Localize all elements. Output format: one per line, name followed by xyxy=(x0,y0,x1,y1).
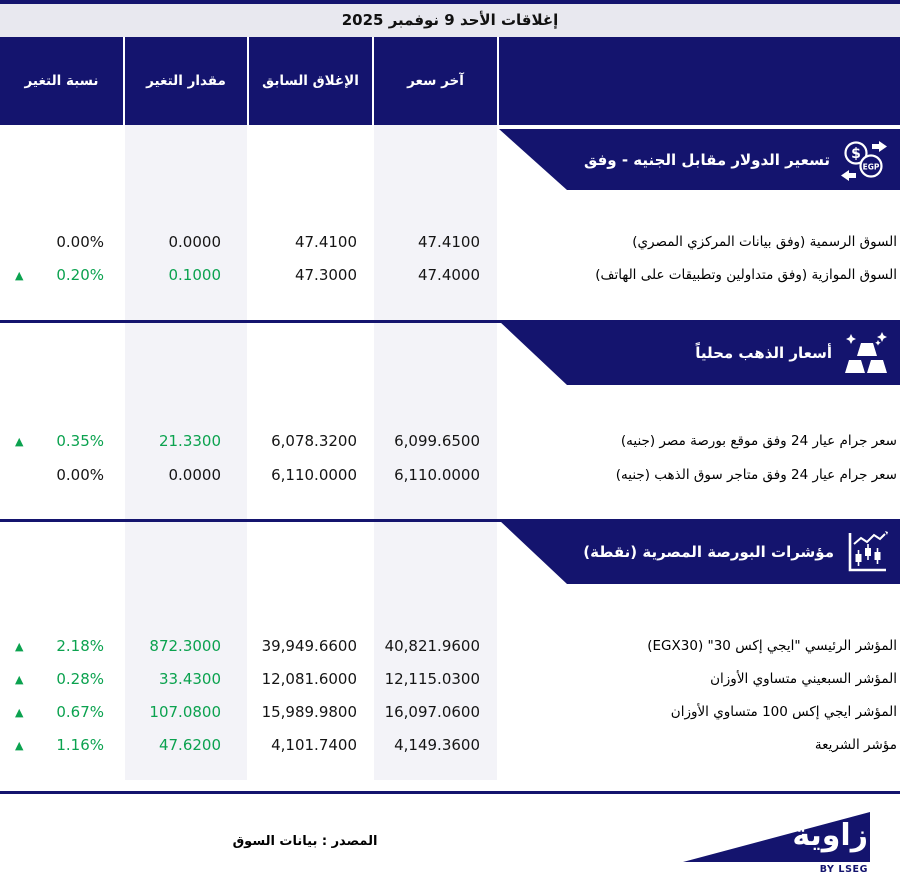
change-percent-cell: 2.18% xyxy=(56,637,104,655)
footer-divider xyxy=(0,791,900,794)
section-divider xyxy=(0,519,900,522)
last-price-cell: 6,099.6500 xyxy=(394,432,480,450)
change-percent-cell: 0.67% xyxy=(56,703,104,721)
change-percent-cell: 0.20% xyxy=(56,266,104,284)
section-banner-usd-egp: $ EGP تسعير الدولار مقابل الجنيه - وفق xyxy=(499,129,900,190)
previous-close-cell: 4,101.7400 xyxy=(271,736,357,754)
table-row-official-market: 0.00% 0.0000 47.4100 47.4100 السوق الرسم… xyxy=(0,226,900,259)
column-header-previous-close: الإغلاق السابق xyxy=(249,37,372,125)
top-border xyxy=(0,0,900,4)
section-banner-egx-indices: مؤشرات البورصة المصرية (نقطة) xyxy=(499,520,900,584)
last-price-column-shade xyxy=(374,125,497,780)
source-note: المصدر : بيانات السوق xyxy=(232,834,378,849)
previous-close-cell: 12,081.6000 xyxy=(261,670,357,688)
table-row-egx100: ▲ 0.67% 107.0800 15,989.9800 16,097.0600… xyxy=(0,696,900,729)
header-spacer-block xyxy=(499,37,900,125)
table-row-sharia-index: ▲ 1.16% 47.6200 4,101.7400 4,149.3600 مؤ… xyxy=(0,729,900,762)
table-row-egx70: ▲ 0.28% 33.4300 12,081.6000 12,115.0300 … xyxy=(0,663,900,696)
change-amount-cell: 0.0000 xyxy=(168,233,222,251)
previous-close-cell: 15,989.9800 xyxy=(261,703,357,721)
previous-close-cell: 47.4100 xyxy=(294,233,357,251)
zawya-logo: زاوية BY LSEG xyxy=(678,806,870,881)
svg-text:$: $ xyxy=(851,146,861,162)
last-price-cell: 47.4100 xyxy=(417,233,480,251)
change-amount-cell: 872.3000 xyxy=(149,637,221,655)
change-percent-cell: 0.28% xyxy=(56,670,104,688)
last-price-cell: 12,115.0300 xyxy=(384,670,480,688)
change-percent-cell: 0.35% xyxy=(56,432,104,450)
table-row-gold-merchants: 0.00% 0.0000 6,110.0000 6,110.0000 سعر ج… xyxy=(0,459,900,492)
svg-text:EGP: EGP xyxy=(863,162,880,171)
dollar-egp-exchange-icon: $ EGP xyxy=(840,139,888,181)
section-divider xyxy=(0,320,900,323)
row-label: مؤشر الشريعة xyxy=(814,737,897,753)
row-label: المؤشر الرئيسي "ايجي إكس 30" (EGX30) xyxy=(647,638,897,654)
last-price-cell: 16,097.0600 xyxy=(384,703,480,721)
change-amount-column-shade xyxy=(125,125,247,780)
change-amount-cell: 47.6200 xyxy=(158,736,221,754)
zawya-logo-text: زاوية xyxy=(792,818,868,853)
table-row-egx30: ▲ 2.18% 872.3000 39,949.6600 40,821.9600… xyxy=(0,630,900,663)
change-amount-cell: 0.1000 xyxy=(168,266,222,284)
up-arrow-icon: ▲ xyxy=(15,673,24,686)
last-price-cell: 40,821.9600 xyxy=(384,637,480,655)
change-amount-cell: 107.0800 xyxy=(149,703,221,721)
column-header-last-price: آخر سعر xyxy=(374,37,497,125)
up-arrow-icon: ▲ xyxy=(15,739,24,752)
previous-close-cell: 47.3000 xyxy=(294,266,357,284)
gold-bars-icon xyxy=(842,331,888,375)
change-amount-cell: 21.3300 xyxy=(158,432,221,450)
row-label: سعر جرام عيار 24 وفق موقع بورصة مصر (جني… xyxy=(620,433,897,449)
by-lseg-label: BY LSEG xyxy=(819,864,868,875)
table-row-gold-exchange: ▲ 0.35% 21.3300 6,078.3200 6,099.6500 سع… xyxy=(0,425,900,458)
section-title-usd-egp: تسعير الدولار مقابل الجنيه - وفق xyxy=(583,150,830,169)
table-row-parallel-market: ▲ 0.20% 0.1000 47.3000 47.4000 السوق الم… xyxy=(0,259,900,292)
row-label: سعر جرام عيار 24 وفق متاجر سوق الذهب (جن… xyxy=(615,467,897,483)
change-amount-cell: 0.0000 xyxy=(168,466,222,484)
previous-close-cell: 6,110.0000 xyxy=(271,466,357,484)
last-price-cell: 47.4000 xyxy=(417,266,480,284)
section-title-egx-indices: مؤشرات البورصة المصرية (نقطة) xyxy=(583,543,834,561)
row-label: السوق الرسمية (وفق بيانات المركزي المصري… xyxy=(632,234,897,250)
previous-close-cell: 6,078.3200 xyxy=(271,432,357,450)
row-label: المؤشر ايجي إكس 100 متساوي الأوزان xyxy=(670,704,897,720)
change-percent-cell: 0.00% xyxy=(56,466,104,484)
up-arrow-icon: ▲ xyxy=(15,435,24,448)
last-price-cell: 6,110.0000 xyxy=(394,466,480,484)
up-arrow-icon: ▲ xyxy=(15,706,24,719)
change-amount-cell: 33.4300 xyxy=(158,670,221,688)
row-label: السوق الموازية (وفق متداولين وتطبيقات عل… xyxy=(595,267,897,283)
section-title-gold: أسعار الذهب محلياً xyxy=(695,344,832,362)
change-percent-cell: 1.16% xyxy=(56,736,104,754)
change-percent-cell: 0.00% xyxy=(56,233,104,251)
last-price-cell: 4,149.3600 xyxy=(394,736,480,754)
row-label: المؤشر السبعيني متساوي الأوزان xyxy=(710,671,897,687)
page-title: إغلاقات الأحد 9 نوفمبر 2025 xyxy=(0,4,900,37)
candlestick-chart-icon xyxy=(844,530,888,574)
column-header-change-percent: نسبة التغير xyxy=(0,37,123,125)
up-arrow-icon: ▲ xyxy=(15,269,24,282)
up-arrow-icon: ▲ xyxy=(15,640,24,653)
previous-close-cell: 39,949.6600 xyxy=(261,637,357,655)
column-header-change-amount: مقدار التغير xyxy=(125,37,247,125)
zawya-wedge-shape xyxy=(683,812,870,862)
section-banner-gold: أسعار الذهب محلياً xyxy=(499,321,900,385)
